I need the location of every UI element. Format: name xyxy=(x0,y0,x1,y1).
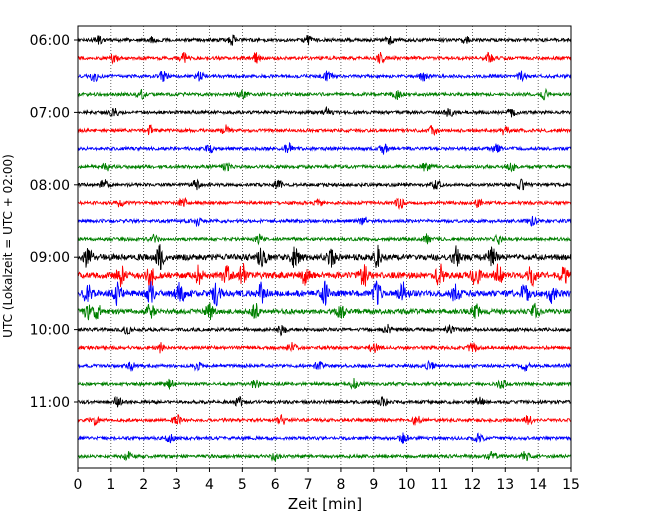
y-tick-label: 07:00 xyxy=(30,105,70,121)
y-axis-label: UTC (Lokalzeit = UTC + 02:00) xyxy=(1,154,15,338)
seismogram-trace xyxy=(77,377,572,390)
x-axis-ticks: 0 1 2 3 4 5 6 7 8 9 10 11 12 13 14 15 xyxy=(74,468,580,493)
x-tick-label: 2 xyxy=(139,477,148,493)
seismogram-trace xyxy=(77,34,572,46)
seismogram-trace xyxy=(77,450,572,462)
seismogram-trace xyxy=(77,215,572,227)
seismogram-trace xyxy=(77,263,571,288)
x-tick-label: 3 xyxy=(172,477,181,493)
y-tick-label: 11:00 xyxy=(30,395,70,411)
seismogram-trace xyxy=(77,244,572,271)
x-tick-label: 1 xyxy=(106,477,115,493)
x-tick-label: 13 xyxy=(496,477,514,493)
seismogram-traces xyxy=(77,34,572,462)
x-tick-label: 9 xyxy=(369,477,378,493)
x-tick-label: 4 xyxy=(205,477,214,493)
seismogram-trace xyxy=(77,414,572,427)
x-tick-label: 0 xyxy=(74,477,83,493)
seismogram-trace xyxy=(77,178,572,191)
x-tick-label: 14 xyxy=(529,477,547,493)
seismogram-trace xyxy=(77,323,572,337)
y-tick-label: 10:00 xyxy=(30,323,70,339)
x-tick-label: 15 xyxy=(562,477,580,493)
seismogram-trace xyxy=(77,196,572,210)
seismogram-trace xyxy=(77,141,572,155)
seismogram-trace xyxy=(77,233,572,246)
y-tick-label: 06:00 xyxy=(30,33,70,49)
seismogram-trace xyxy=(77,341,572,354)
y-tick-label: 08:00 xyxy=(30,178,70,194)
seismogram-trace xyxy=(77,105,572,118)
seismogram-trace xyxy=(77,432,572,444)
x-tick-label: 12 xyxy=(463,477,481,493)
seismogram-trace xyxy=(77,70,572,83)
x-tick-label: 5 xyxy=(238,477,247,493)
seismogram-trace xyxy=(77,280,572,307)
y-axis-ticks: 06:00 07:00 08:00 09:00 10:00 11:00 xyxy=(30,33,78,411)
x-tick-label: 11 xyxy=(431,477,449,493)
seismogram-trace xyxy=(77,51,572,65)
x-tick-label: 7 xyxy=(304,477,313,493)
seismogram-trace xyxy=(77,162,572,173)
x-tick-label: 6 xyxy=(271,477,280,493)
seismogram-trace xyxy=(77,359,572,372)
x-tick-label: 10 xyxy=(398,477,416,493)
seismogram-trace xyxy=(77,87,571,101)
seismogram-trace xyxy=(77,395,572,408)
x-axis-label: Zeit [min] xyxy=(288,495,362,513)
seismogram-trace xyxy=(77,124,572,137)
plot-frame xyxy=(77,25,572,469)
x-tick-label: 8 xyxy=(336,477,345,493)
y-tick-label: 09:00 xyxy=(30,250,70,266)
seismogram-trace xyxy=(77,302,572,321)
